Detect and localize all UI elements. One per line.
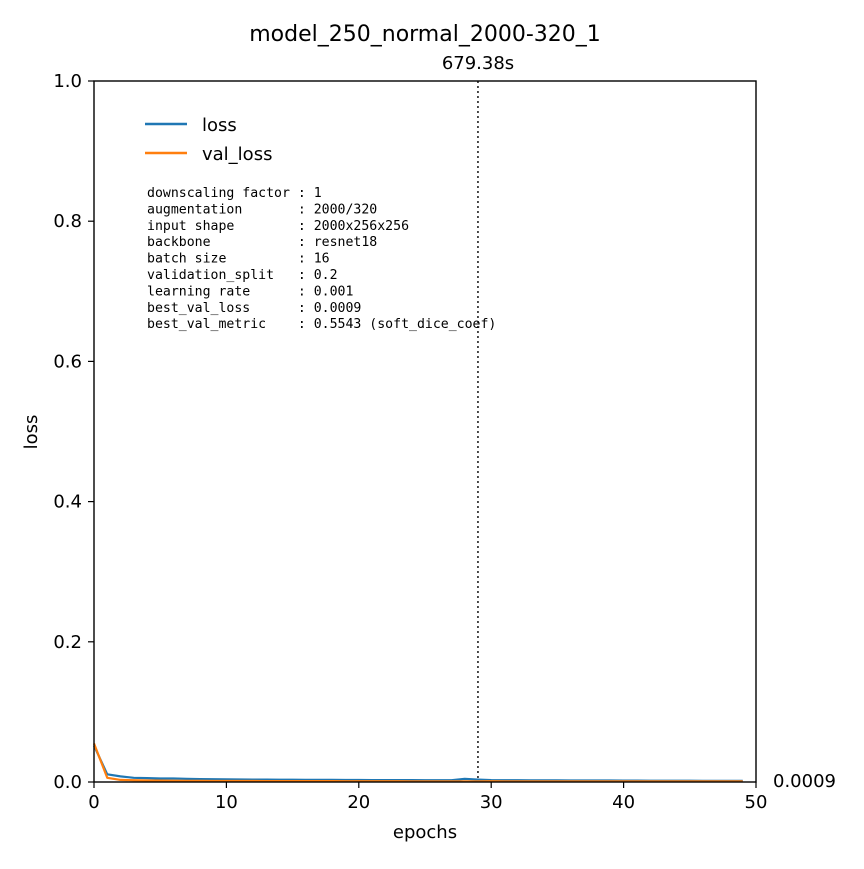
legend-label: val_loss xyxy=(202,144,272,165)
plot-frame xyxy=(93,80,757,783)
info-line: best_val_loss : 0.0009 xyxy=(147,301,361,316)
y-tick-label: 1.0 xyxy=(53,71,82,92)
axes: 0 10 20 30 40 50 0.0 0.2 0.4 0.6 0.8 1.0 xyxy=(53,71,767,813)
legend: loss val_loss xyxy=(145,115,272,165)
info-line: learning rate : 0.001 xyxy=(147,284,353,299)
x-tick-label: 10 xyxy=(215,792,238,813)
info-line: backbone : resnet18 xyxy=(147,235,377,250)
info-line: best_val_metric : 0.5543 (soft_dice_coef… xyxy=(147,317,496,332)
end-value-label: 0.0009 xyxy=(773,771,836,792)
y-tick-label: 0.4 xyxy=(53,492,82,513)
chart-title: model_250_normal_2000-320_1 xyxy=(249,22,601,47)
info-line: augmentation : 2000/320 xyxy=(147,202,377,217)
y-tick-label: 0.8 xyxy=(53,211,82,232)
x-tick-label: 40 xyxy=(612,792,635,813)
x-tick-label: 30 xyxy=(480,792,503,813)
info-line: downscaling factor : 1 xyxy=(147,186,322,201)
y-tick-label: 0.6 xyxy=(53,351,82,372)
info-line: validation_split : 0.2 xyxy=(147,268,338,283)
x-tick-label: 20 xyxy=(347,792,370,813)
x-axis-label: epochs xyxy=(393,822,457,843)
y-tick-label: 0.2 xyxy=(53,632,82,653)
vline-label: 679.38s xyxy=(442,53,514,74)
y-tick-label: 0.0 xyxy=(53,772,82,793)
x-tick-label: 0 xyxy=(88,792,99,813)
x-tick-label: 50 xyxy=(745,792,768,813)
legend-label: loss xyxy=(202,115,237,136)
info-line: batch size : 16 xyxy=(147,252,330,267)
info-line: input shape : 2000x256x256 xyxy=(147,219,409,234)
y-axis-label: loss xyxy=(21,415,42,450)
